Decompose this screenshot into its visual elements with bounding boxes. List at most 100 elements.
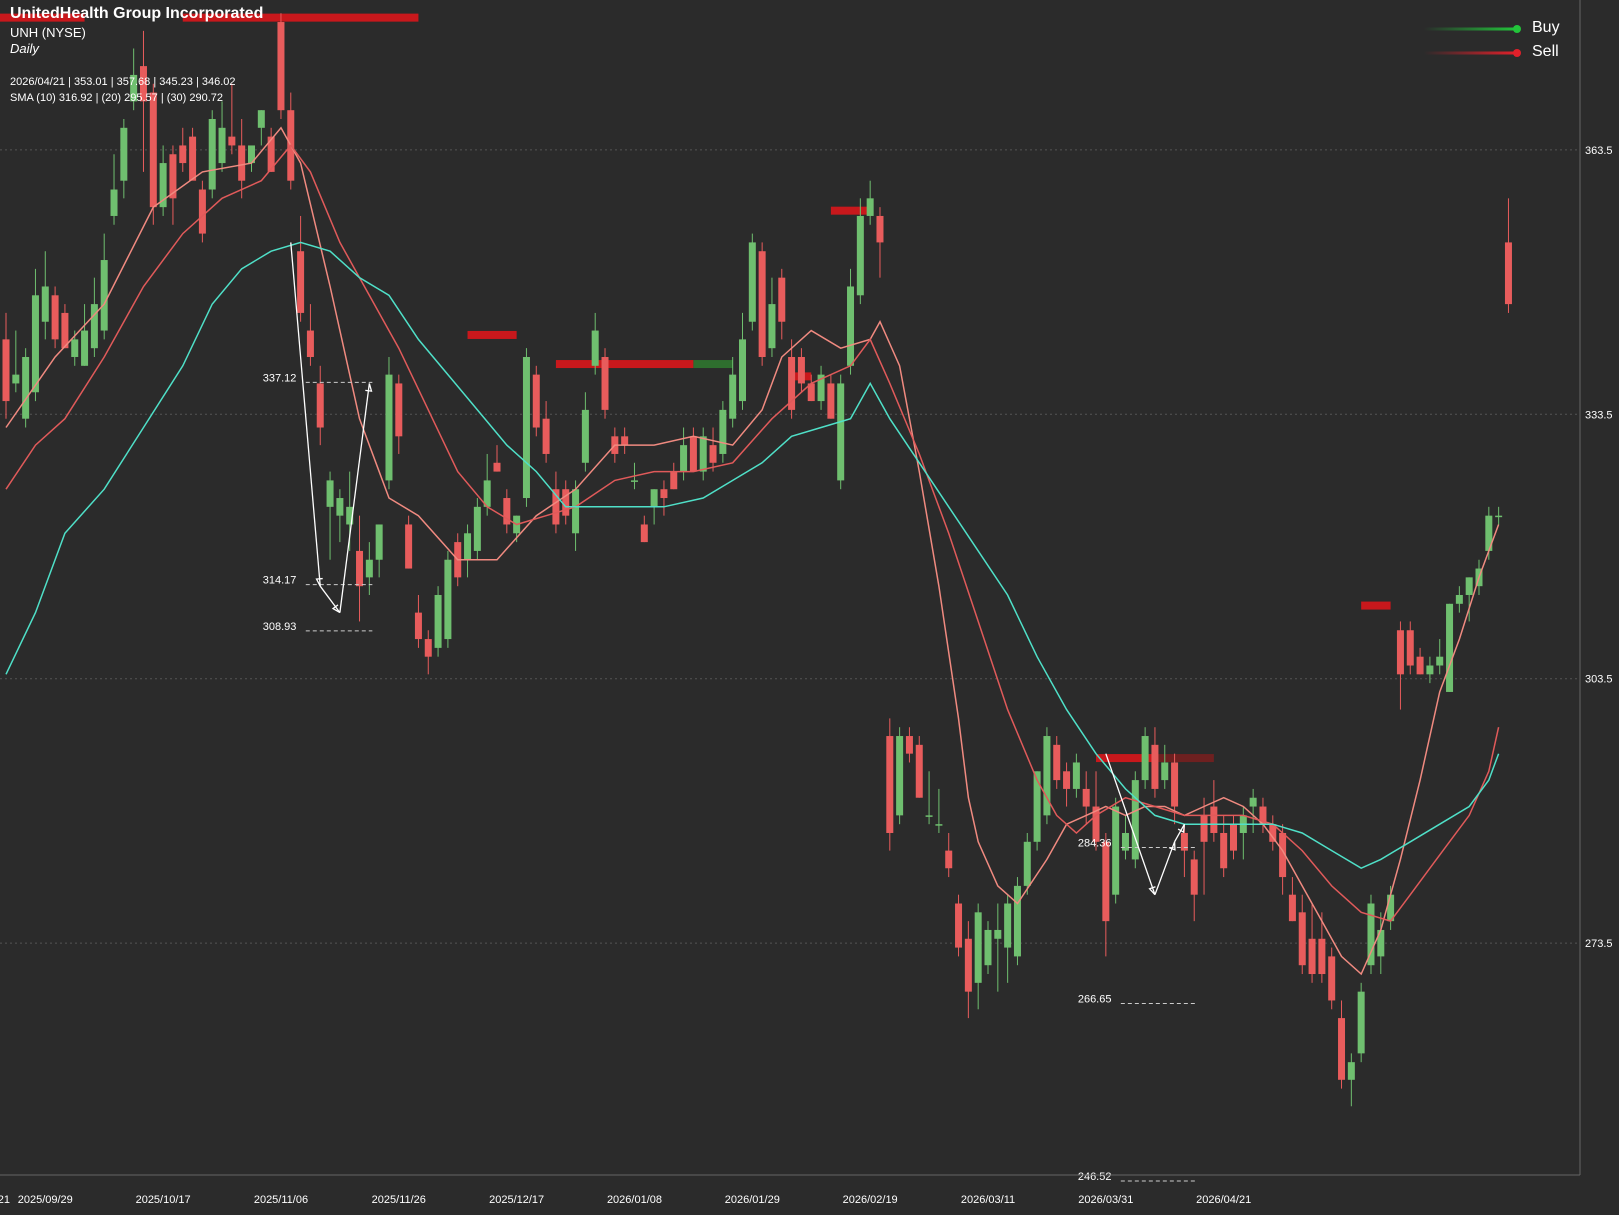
candle: [405, 524, 413, 569]
x-tick-label: 2026/03/31: [1078, 1194, 1133, 1206]
candle: [1259, 806, 1267, 825]
legend-dot: [1513, 25, 1521, 33]
candle: [935, 824, 943, 826]
signal-zone: [1361, 601, 1391, 610]
candle: [1249, 797, 1257, 807]
signal-zone: [693, 360, 733, 369]
candle: [994, 929, 1002, 939]
candle: [434, 594, 442, 648]
arrow-head: [1148, 886, 1156, 896]
candle: [1112, 806, 1120, 895]
candle: [365, 559, 373, 578]
x-tick-label: 2026/01/29: [725, 1194, 780, 1206]
ohlc-readout: 2026/04/21 | 353.01 | 357.68 | 345.23 | …: [10, 76, 236, 88]
candle: [503, 498, 511, 525]
candle: [866, 198, 874, 216]
candle: [1092, 806, 1100, 842]
candle: [1043, 736, 1051, 816]
candle: [709, 445, 717, 463]
candle: [984, 929, 992, 966]
candle: [473, 506, 481, 551]
candle: [1377, 929, 1385, 957]
candle: [955, 903, 963, 948]
candle: [640, 524, 648, 543]
candle: [81, 330, 89, 366]
x-tick-label: 2026/04/21: [1196, 1194, 1251, 1206]
candle: [532, 374, 540, 428]
candle: [827, 383, 835, 419]
signal-zone: [467, 330, 517, 339]
candle: [886, 736, 894, 833]
candle: [621, 436, 629, 446]
signal-zone: [0, 13, 85, 22]
candles: [2, 13, 1512, 1107]
candle: [552, 489, 560, 525]
x-tick-label: 2026/03/11: [961, 1194, 1015, 1206]
candle: [1102, 841, 1110, 922]
pattern-arrows: [290, 242, 1186, 896]
sma-line: [5, 241, 1500, 870]
candle: [1504, 242, 1512, 305]
candle: [61, 312, 69, 349]
legend-sell-label: Sell: [1532, 43, 1559, 60]
candle: [974, 912, 982, 983]
candle: [1328, 956, 1336, 1001]
candle: [1082, 788, 1090, 807]
sma-lines: [5, 126, 1500, 976]
candle: [1338, 1018, 1346, 1080]
y-tick-label: 333.5: [1585, 409, 1613, 421]
candle: [1151, 744, 1159, 789]
level-label: 284.36: [1078, 837, 1112, 849]
candle: [1446, 603, 1454, 692]
arrow-head: [1177, 824, 1186, 834]
candle: [12, 374, 20, 384]
candle: [464, 533, 472, 560]
x-tick-label: 2025/11/06: [254, 1194, 308, 1206]
candle: [228, 136, 236, 146]
candle: [1004, 903, 1012, 948]
candle: [208, 118, 216, 190]
candle: [257, 110, 265, 128]
signal-zones: [0, 13, 1391, 763]
candle: [248, 145, 255, 164]
legend-buy-label: Buy: [1532, 19, 1560, 36]
candle: [1053, 744, 1061, 781]
x-tick-label: 2025/09/29: [18, 1194, 73, 1206]
sma-line: [5, 144, 1500, 922]
candle: [572, 489, 580, 534]
sma-line: [5, 126, 1500, 976]
candle: [444, 559, 452, 640]
candle: [670, 471, 678, 490]
level-label: 308.93: [263, 621, 297, 633]
sma-readout: SMA (10) 316.92 | (20) 295.57 | (30) 290…: [10, 92, 224, 104]
candle: [1495, 515, 1503, 518]
signal-zone: [182, 13, 419, 22]
arrow-head: [1168, 841, 1176, 851]
candle: [1485, 515, 1493, 551]
candle: [71, 339, 79, 357]
candle: [1063, 771, 1071, 789]
candle: [748, 242, 756, 322]
candle: [1200, 815, 1208, 842]
x-tick-label: 2025/12/17: [489, 1194, 544, 1206]
arrow-segment: [339, 383, 370, 613]
arrow-segment: [1174, 823, 1185, 843]
candle: [238, 145, 246, 181]
candle: [336, 498, 344, 516]
candle: [159, 163, 167, 208]
candle: [788, 356, 796, 410]
chart-title: UnitedHealth Group Incorporated: [10, 5, 264, 22]
y-tick-label: 363.5: [1585, 145, 1613, 157]
candle: [375, 524, 383, 560]
candle: [385, 374, 393, 481]
candle: [1072, 762, 1080, 789]
candle: [316, 383, 324, 428]
candle: [964, 938, 972, 992]
candle: [51, 295, 59, 340]
chart-interval: Daily: [10, 41, 39, 56]
candle: [189, 136, 197, 181]
candle: [905, 736, 913, 754]
x-tick-label: 04/21: [0, 1194, 10, 1206]
